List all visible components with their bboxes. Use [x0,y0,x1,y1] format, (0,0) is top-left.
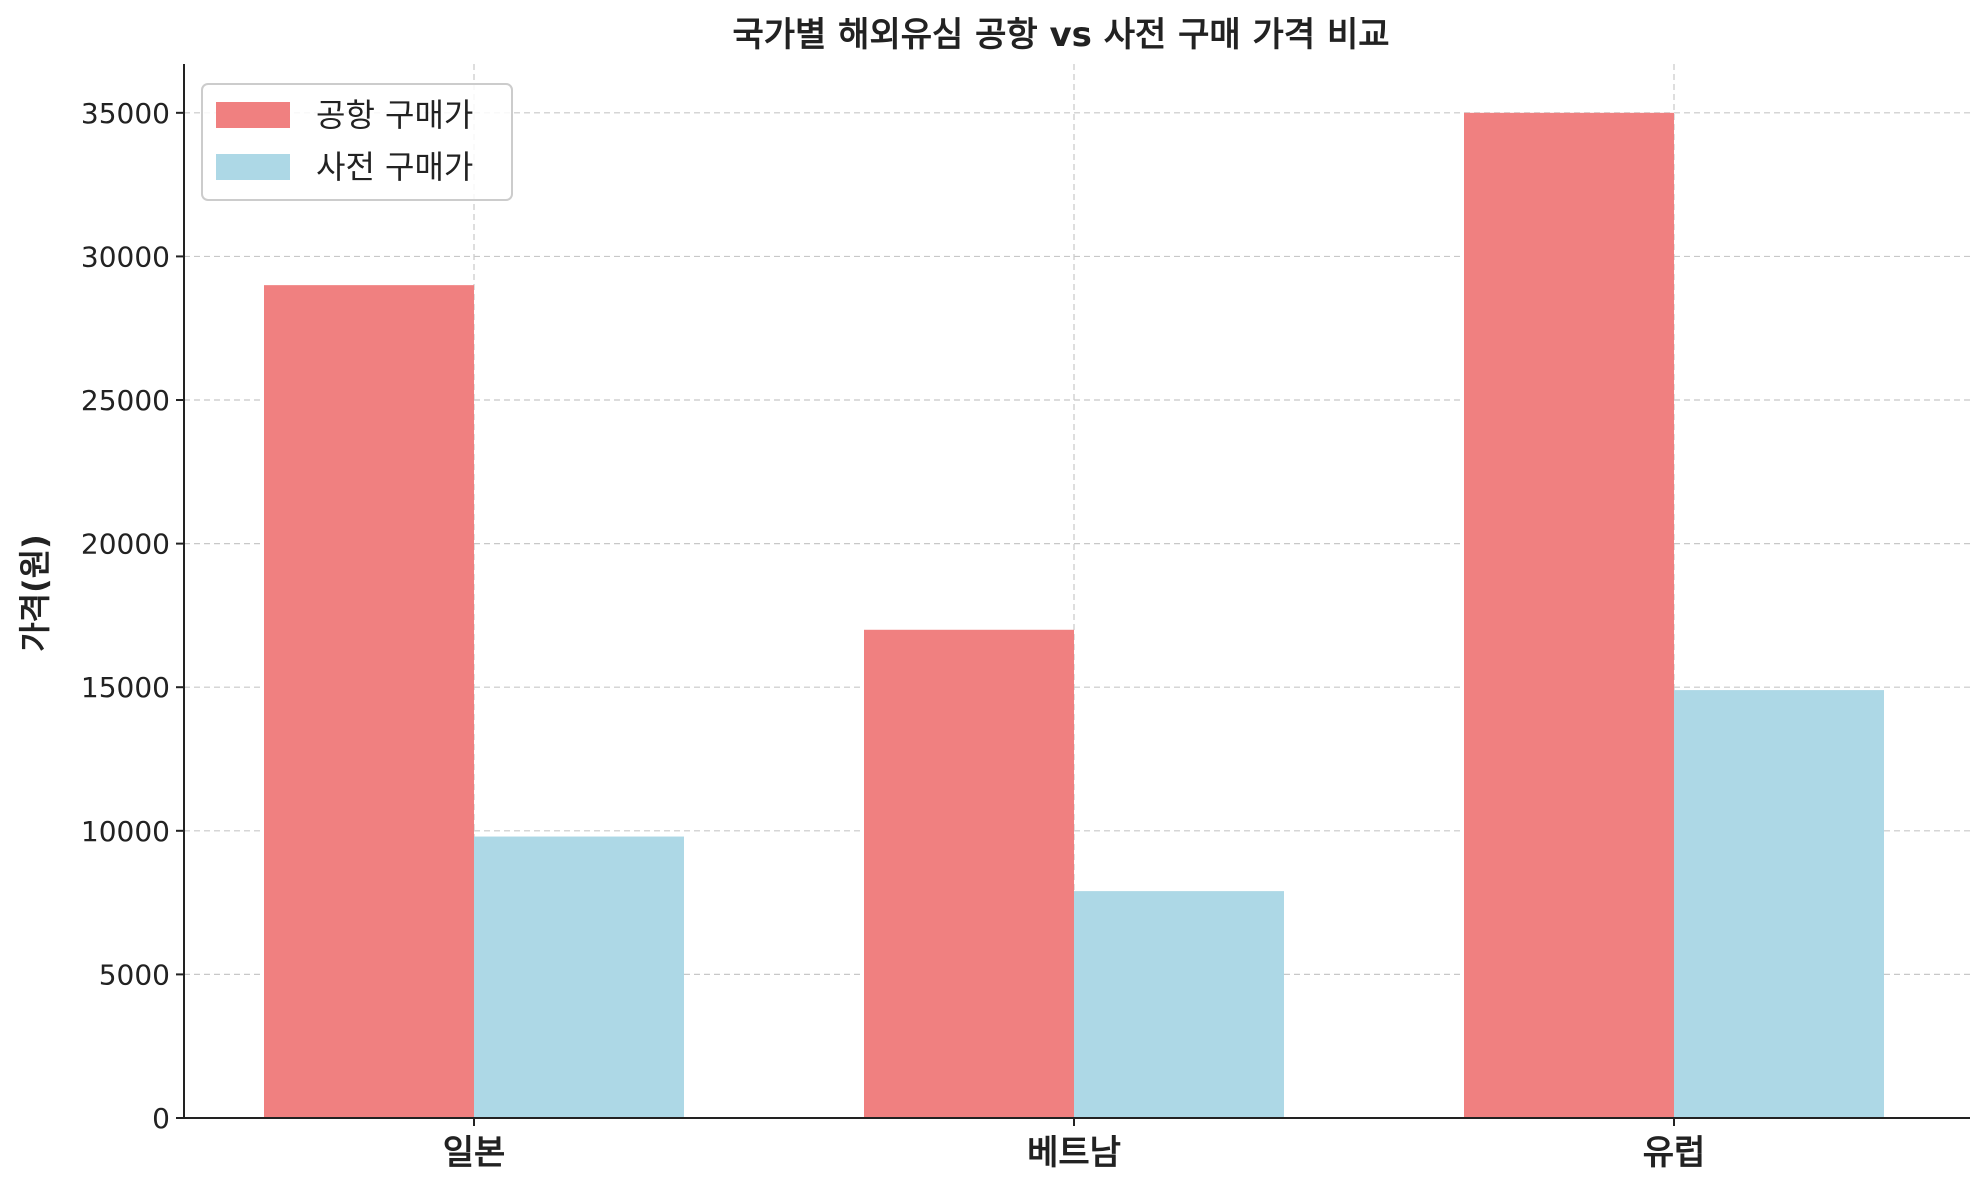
y-tick-label: 25000 [81,384,170,417]
chart-title: 국가별 해외유심 공항 vs 사전 구매 가격 비교 [732,15,1389,55]
y-tick-label: 0 [152,1102,170,1135]
y-tick-label: 20000 [81,528,170,561]
x-tick-label: 유럽 [1643,1133,1706,1173]
legend-label-1: 사전 구매가 [316,148,473,186]
y-axis-title: 가격(원) [16,534,54,652]
y-tick-label: 5000 [99,958,170,991]
bars [264,112,1884,1119]
legend-swatch-1 [216,154,290,180]
bar-airport-2 [1464,112,1674,1119]
y-tick-label: 10000 [81,815,170,848]
y-tick-label: 30000 [81,240,170,273]
x-tick-label: 베트남 [1027,1133,1121,1173]
bar-prepurchase-0 [474,836,684,1118]
y-tick-label: 15000 [81,671,170,704]
x-tick-label: 일본 [443,1133,506,1173]
bar-prepurchase-2 [1674,690,1884,1118]
tick-labels: 0 5000 10000 15000 20000 25000 30000 35000 일본 베트남… [81,97,1705,1173]
axes [176,64,1970,1126]
legend-swatch-0 [216,102,290,128]
bar-airport-1 [864,629,1074,1118]
bar-airport-0 [264,285,474,1118]
legend-label-0: 공항 구매가 [316,96,473,134]
y-tick-label: 35000 [81,97,170,130]
bar-prepurchase-1 [1074,891,1284,1118]
